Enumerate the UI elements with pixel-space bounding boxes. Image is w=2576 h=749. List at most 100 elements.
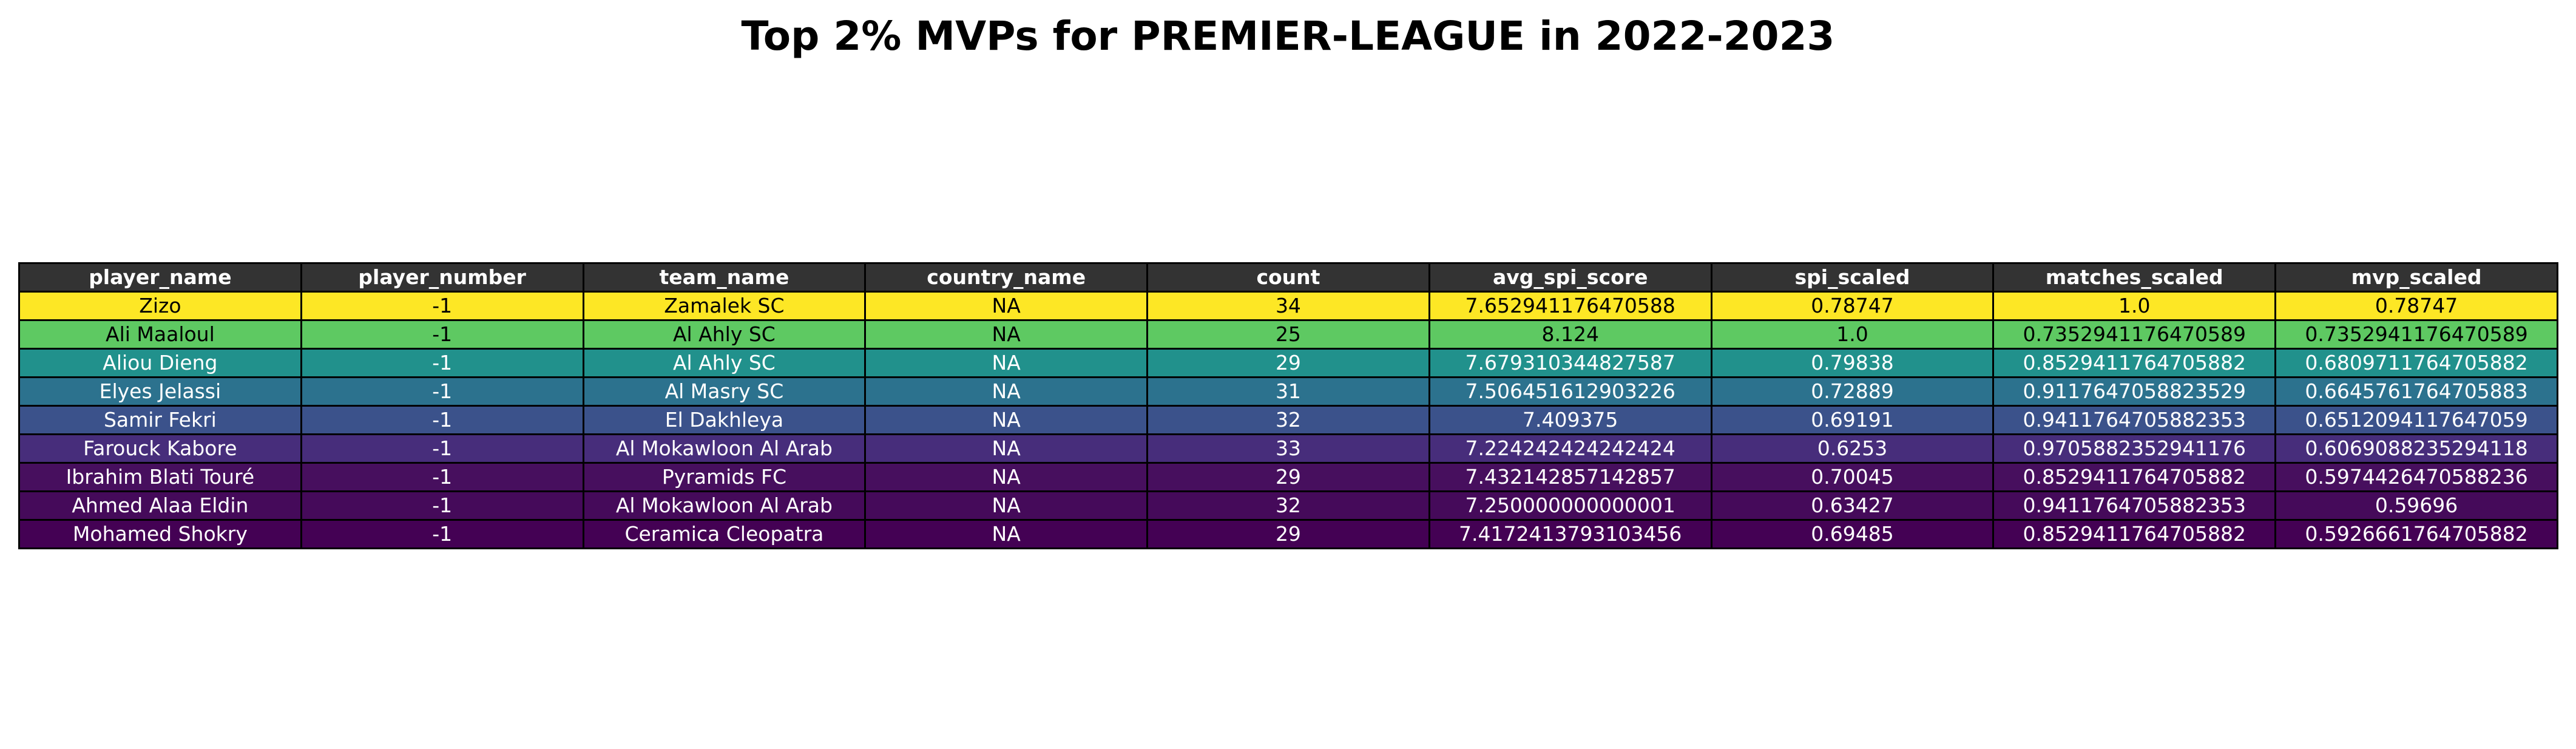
table-row: Zizo -1 Zamalek SC NA 34 7.652941176470588 0.7… [18, 291, 2558, 321]
table-cell-player-number: -1 [300, 433, 584, 464]
table-row: Ahmed Alaa Eldin -1 Al Mokawloon Al Arab NA… [18, 490, 2558, 521]
table-cell-avg-spi-score: 7.679310344827587 [1428, 348, 1712, 378]
table-cell-count: 32 [1146, 405, 1430, 435]
table-cell-mvp-scaled: 0.5926661764705882 [2274, 519, 2558, 549]
table-cell-team-name: Al Ahly SC [582, 319, 867, 350]
table-cell-matches-scaled: 0.9117647058823529 [1992, 376, 2277, 407]
table-cell-count: 29 [1146, 519, 1430, 549]
table-row: Ali Maaloul -1 Al Ahly SC NA 25 8.124 1.0 0.735… [18, 319, 2558, 350]
table-cell-player-number: -1 [300, 490, 584, 521]
table-cell-matches-scaled: 0.9705882352941176 [1992, 433, 2277, 464]
column-header-count: count [1146, 262, 1430, 293]
table-cell-country-name: NA [864, 291, 1149, 321]
table-cell-matches-scaled: 0.9411764705882353 [1992, 490, 2277, 521]
table-cell-team-name: Pyramids FC [582, 462, 867, 492]
table-cell-team-name: El Dakhleya [582, 405, 867, 435]
table-cell-mvp-scaled: 0.6645761764705883 [2274, 376, 2558, 407]
table-cell-count: 25 [1146, 319, 1430, 350]
column-header-team-name: team_name [582, 262, 867, 293]
table-cell-count: 29 [1146, 462, 1430, 492]
table-row: Mohamed Shokry -1 Ceramica Cleopatra NA 29 7.… [18, 519, 2558, 549]
table-cell-avg-spi-score: 7.4172413793103456 [1428, 519, 1712, 549]
table-cell-country-name: NA [864, 319, 1149, 350]
table-cell-player-number: -1 [300, 348, 584, 378]
table-cell-player-name: Farouck Kabore [18, 433, 302, 464]
table-row: Farouck Kabore -1 Al Mokawloon Al Arab NA 33… [18, 433, 2558, 464]
table-cell-player-name: Mohamed Shokry [18, 519, 302, 549]
table-cell-count: 34 [1146, 291, 1430, 321]
table-row: Ibrahim Blati Touré -1 Pyramids FC NA 29 7.43… [18, 462, 2558, 492]
table-cell-avg-spi-score: 7.224242424242424 [1428, 433, 1712, 464]
table-cell-player-name: Elyes Jelassi [18, 376, 302, 407]
table-cell-country-name: NA [864, 519, 1149, 549]
table-cell-player-number: -1 [300, 319, 584, 350]
table-cell-spi-scaled: 0.70045 [1710, 462, 1995, 492]
table-cell-spi-scaled: 0.6253 [1710, 433, 1995, 464]
table-cell-mvp-scaled: 0.59696 [2274, 490, 2558, 521]
table-cell-matches-scaled: 0.8529411764705882 [1992, 348, 2277, 378]
table-cell-player-number: -1 [300, 405, 584, 435]
table-cell-country-name: NA [864, 405, 1149, 435]
table-cell-mvp-scaled: 0.7352941176470589 [2274, 319, 2558, 350]
table-cell-player-number: -1 [300, 376, 584, 407]
table-cell-spi-scaled: 0.69191 [1710, 405, 1995, 435]
mvp-table: player_name player_number team_name country… [18, 262, 2558, 549]
table-cell-player-name: Ali Maaloul [18, 319, 302, 350]
column-header-player-number: player_number [300, 262, 584, 293]
chart-title: Top 2% MVPs for PREMIER-LEAGUE in 2022-2… [741, 13, 1835, 59]
table-cell-spi-scaled: 0.78747 [1710, 291, 1995, 321]
table-cell-player-number: -1 [300, 462, 584, 492]
column-header-mvp-scaled: mvp_scaled [2274, 262, 2558, 293]
table-cell-matches-scaled: 0.7352941176470589 [1992, 319, 2277, 350]
table-cell-team-name: Al Ahly SC [582, 348, 867, 378]
table-row: Samir Fekri -1 El Dakhleya NA 32 7.409375 0.69… [18, 405, 2558, 435]
table-cell-mvp-scaled: 0.5974426470588236 [2274, 462, 2558, 492]
table-cell-matches-scaled: 0.9411764705882353 [1992, 405, 2277, 435]
table-cell-avg-spi-score: 8.124 [1428, 319, 1712, 350]
table-cell-count: 31 [1146, 376, 1430, 407]
table-cell-team-name: Zamalek SC [582, 291, 867, 321]
table-cell-country-name: NA [864, 462, 1149, 492]
table-cell-player-name: Aliou Dieng [18, 348, 302, 378]
table-cell-avg-spi-score: 7.409375 [1428, 405, 1712, 435]
table-cell-spi-scaled: 0.69485 [1710, 519, 1995, 549]
table-cell-team-name: Al Masry SC [582, 376, 867, 407]
table-cell-country-name: NA [864, 490, 1149, 521]
column-header-player-name: player_name [18, 262, 302, 293]
table-cell-avg-spi-score: 7.506451612903226 [1428, 376, 1712, 407]
table-row: Aliou Dieng -1 Al Ahly SC NA 29 7.67931034482… [18, 348, 2558, 378]
table-cell-player-number: -1 [300, 519, 584, 549]
table-cell-country-name: NA [864, 433, 1149, 464]
table-cell-mvp-scaled: 0.6069088235294118 [2274, 433, 2558, 464]
table-cell-mvp-scaled: 0.6512094117647059 [2274, 405, 2558, 435]
table-cell-team-name: Ceramica Cleopatra [582, 519, 867, 549]
table-row: Elyes Jelassi -1 Al Masry SC NA 31 7.50645161… [18, 376, 2558, 407]
table-cell-player-name: Ibrahim Blati Touré [18, 462, 302, 492]
table-cell-team-name: Al Mokawloon Al Arab [582, 433, 867, 464]
table-cell-matches-scaled: 0.8529411764705882 [1992, 462, 2277, 492]
column-header-country-name: country_name [864, 262, 1149, 293]
table-cell-mvp-scaled: 0.6809711764705882 [2274, 348, 2558, 378]
column-header-spi-scaled: spi_scaled [1710, 262, 1995, 293]
table-cell-matches-scaled: 1.0 [1992, 291, 2277, 321]
table-cell-player-name: Zizo [18, 291, 302, 321]
table-cell-spi-scaled: 0.63427 [1710, 490, 1995, 521]
table-header-row: player_name player_number team_name country… [18, 262, 2558, 293]
table-cell-player-name: Samir Fekri [18, 405, 302, 435]
table-cell-team-name: Al Mokawloon Al Arab [582, 490, 867, 521]
table-cell-count: 29 [1146, 348, 1430, 378]
table-cell-country-name: NA [864, 376, 1149, 407]
table-cell-matches-scaled: 0.8529411764705882 [1992, 519, 2277, 549]
table-cell-count: 33 [1146, 433, 1430, 464]
column-header-matches-scaled: matches_scaled [1992, 262, 2277, 293]
table-cell-player-number: -1 [300, 291, 584, 321]
table-cell-spi-scaled: 1.0 [1710, 319, 1995, 350]
table-body: Zizo -1 Zamalek SC NA 34 7.652941176470588 0.7… [18, 291, 2558, 549]
table-cell-spi-scaled: 0.79838 [1710, 348, 1995, 378]
table-cell-count: 32 [1146, 490, 1430, 521]
table-cell-mvp-scaled: 0.78747 [2274, 291, 2558, 321]
table-cell-avg-spi-score: 7.432142857142857 [1428, 462, 1712, 492]
column-header-avg-spi-score: avg_spi_score [1428, 262, 1712, 293]
table-cell-country-name: NA [864, 348, 1149, 378]
table-cell-spi-scaled: 0.72889 [1710, 376, 1995, 407]
